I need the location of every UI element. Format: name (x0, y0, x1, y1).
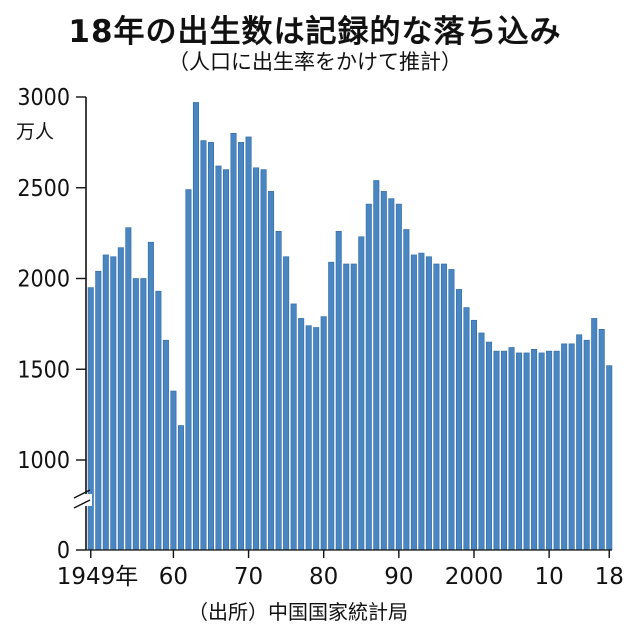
bar-1978 (305, 325, 312, 551)
bar-2010 (546, 350, 553, 551)
bar-1950 (95, 270, 102, 551)
bar-1967 (223, 169, 230, 551)
bar-2013 (568, 343, 575, 551)
bar-1975 (283, 256, 290, 551)
bar-2017 (598, 329, 605, 551)
bar-2014 (576, 334, 583, 551)
bar-1965 (207, 142, 214, 551)
y-tick-label-0: 0 (57, 538, 70, 564)
x-tick-label-2018: 18 (595, 564, 624, 590)
bar-1980 (320, 316, 327, 551)
bar-2008 (531, 348, 538, 551)
bar-1982 (335, 231, 342, 551)
bar-1997 (448, 269, 455, 551)
bar-2005 (508, 347, 515, 551)
bar-2002 (486, 341, 493, 551)
bar-1983 (343, 263, 350, 551)
bar-1960 (170, 390, 177, 551)
bar-1952 (110, 256, 117, 551)
source-note: （出所）中国国家統計局 (188, 600, 408, 624)
bar-1961 (177, 425, 184, 551)
bar-1957 (147, 241, 154, 551)
bar-2012 (561, 343, 568, 551)
x-tick-label-1960: 60 (159, 564, 188, 590)
bar-1992 (410, 254, 417, 551)
bar-1971 (253, 167, 260, 551)
bar-1973 (268, 191, 275, 551)
bar-1954 (125, 227, 132, 551)
bar-1990 (395, 203, 402, 551)
axis-break-mark (72, 489, 92, 509)
x-ticks-group: 1949年 60 70 80 90 2000 10 18 (57, 550, 624, 590)
bar-1969 (238, 142, 245, 551)
bar-1979 (313, 327, 320, 551)
bar-1993 (418, 252, 425, 551)
bar-2007 (523, 352, 530, 551)
y-tick-label-2500: 2500 (17, 176, 70, 202)
bar-1998 (455, 289, 462, 551)
bar-1972 (260, 169, 267, 551)
axis-break-stroke-2 (73, 499, 91, 509)
bars-group (87, 102, 613, 551)
bar-1981 (328, 261, 335, 551)
bar-1963 (192, 102, 199, 551)
bar-1994 (425, 256, 432, 551)
bar-1949 (87, 287, 94, 551)
y-tick-label-1500: 1500 (17, 357, 70, 383)
bar-1991 (403, 229, 410, 551)
bar-1964 (200, 140, 207, 551)
y-tick-label-2000: 2000 (17, 267, 70, 293)
bar-1995 (433, 263, 440, 551)
bar-1966 (215, 165, 222, 551)
bar-1970 (245, 136, 252, 551)
x-tick-label-1990: 90 (384, 564, 413, 590)
bar-1958 (155, 290, 162, 551)
chart-title: 18年の出生数は記録的な落ち込み (68, 14, 562, 50)
bar-2004 (501, 350, 508, 551)
x-tick-label-2010: 10 (534, 564, 563, 590)
bar-1988 (380, 191, 387, 551)
bar-1986 (365, 203, 372, 551)
bar-1974 (275, 231, 282, 551)
bar-1989 (388, 198, 395, 551)
y-axis-unit-label: 万人 (16, 121, 55, 143)
bar-2009 (538, 352, 545, 551)
chart-subtitle: （人口に出生率をかけて推計） (168, 50, 462, 74)
bar-1953 (117, 247, 124, 551)
bar-2000 (470, 319, 477, 551)
bar-1962 (185, 189, 192, 551)
bar-1968 (230, 133, 237, 551)
bar-2018 (606, 365, 613, 551)
bar-2006 (516, 352, 523, 551)
bar-1985 (358, 236, 365, 551)
bar-1956 (140, 278, 147, 551)
axis-break-stroke-1 (73, 489, 91, 499)
bar-1996 (440, 263, 447, 551)
bar-2003 (493, 350, 500, 551)
x-tick-label-1970: 70 (234, 564, 263, 590)
bar-2011 (553, 350, 560, 551)
y-tick-label-1000: 1000 (17, 448, 70, 474)
bar-1987 (373, 180, 380, 551)
bar-2016 (591, 318, 598, 551)
bar-1959 (162, 339, 169, 551)
bar-1999 (463, 307, 470, 551)
bar-2001 (478, 332, 485, 551)
x-tick-label-1980: 80 (309, 564, 338, 590)
bar-1976 (290, 303, 297, 551)
bar-1984 (350, 263, 357, 551)
bar-2015 (583, 339, 590, 551)
bar-1951 (102, 254, 109, 551)
y-tick-label-3000: 3000 (17, 85, 70, 111)
x-tick-label-1949: 1949年 (57, 564, 139, 590)
x-tick-label-2000: 2000 (445, 564, 504, 590)
bar-1955 (132, 278, 139, 551)
bar-1977 (298, 318, 305, 551)
y-ticks-group: 3000 2500 2000 1500 1000 0 (17, 85, 86, 564)
